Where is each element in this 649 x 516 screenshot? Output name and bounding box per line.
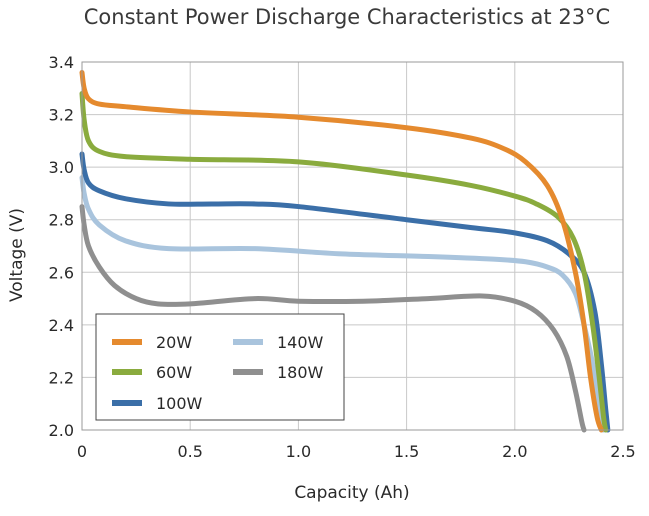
y-tick-label: 3.0: [49, 158, 74, 177]
legend-label: 100W: [156, 394, 203, 413]
y-tick-label: 2.0: [49, 421, 74, 440]
y-tick-label: 3.2: [49, 106, 74, 125]
tick-labels: 0 0.5 1.0 1.5 2.0 2.5 2.0 2.2 2.4 2.6 2.8 3.0 3.2 3.4: [49, 53, 636, 461]
x-tick-label: 2.5: [610, 442, 635, 461]
y-tick-label: 3.4: [49, 53, 74, 72]
y-tick-label: 2.4: [49, 316, 74, 335]
y-tick-label: 2.6: [49, 263, 74, 282]
x-tick-label: 2.0: [502, 442, 527, 461]
series-line-60w: [79, 91, 609, 433]
chart-title: Constant Power Discharge Characteristics…: [84, 5, 610, 29]
y-tick-label: 2.2: [49, 368, 74, 387]
x-tick-label: 1.5: [394, 442, 419, 461]
x-tick-label: 0.5: [177, 442, 202, 461]
x-tick-label: 0: [77, 442, 87, 461]
plot-frame: [81, 61, 624, 431]
series-lines: [79, 70, 611, 433]
x-tick-label: 1.0: [286, 442, 311, 461]
series-line-20w: [79, 70, 604, 433]
x-axis-label: Capacity (Ah): [294, 483, 409, 503]
series-line-180w: [79, 204, 587, 433]
legend-label: 60W: [156, 363, 192, 382]
series-line-100w: [79, 151, 611, 433]
y-tick-label: 2.8: [49, 211, 74, 230]
legend-label: 180W: [277, 363, 324, 382]
legend: 20W 60W 100W 140W 180W: [95, 313, 345, 421]
legend-label: 140W: [277, 333, 324, 352]
y-axis-label: Voltage (V): [7, 208, 27, 302]
legend-label: 20W: [156, 333, 192, 352]
